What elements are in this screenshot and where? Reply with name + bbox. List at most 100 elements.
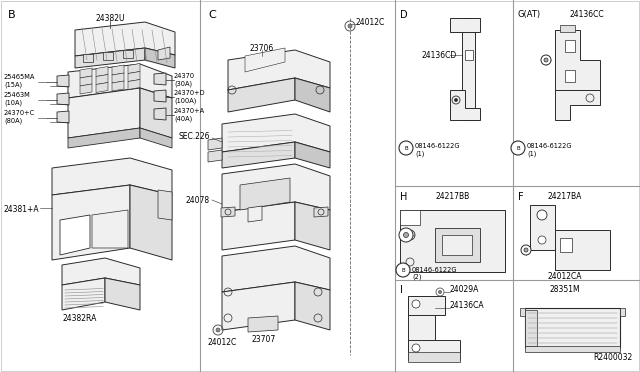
Polygon shape — [62, 278, 105, 310]
Circle shape — [454, 99, 458, 102]
Polygon shape — [112, 65, 124, 75]
Text: 24370+A
(40A): 24370+A (40A) — [174, 108, 205, 122]
Polygon shape — [57, 111, 69, 123]
Text: 25463M
(10A): 25463M (10A) — [4, 92, 31, 106]
Polygon shape — [222, 114, 330, 152]
Polygon shape — [248, 206, 262, 222]
Polygon shape — [560, 25, 575, 32]
Polygon shape — [57, 93, 69, 105]
Text: D: D — [400, 10, 408, 20]
Polygon shape — [555, 230, 610, 270]
Circle shape — [348, 24, 352, 28]
Text: 24382U: 24382U — [95, 14, 125, 23]
Circle shape — [544, 58, 548, 62]
Polygon shape — [408, 340, 460, 360]
Polygon shape — [83, 54, 93, 62]
Text: F: F — [518, 192, 524, 202]
Text: 24370
(30A): 24370 (30A) — [174, 73, 195, 87]
Polygon shape — [140, 88, 172, 138]
Text: H: H — [400, 192, 408, 202]
Polygon shape — [208, 138, 222, 150]
Text: SEC.226: SEC.226 — [179, 131, 210, 141]
Polygon shape — [96, 67, 108, 77]
Polygon shape — [96, 74, 108, 84]
Circle shape — [438, 291, 442, 294]
Polygon shape — [154, 73, 166, 85]
Circle shape — [403, 232, 408, 237]
Text: 24012CA: 24012CA — [548, 272, 582, 281]
Polygon shape — [222, 282, 295, 330]
Polygon shape — [295, 202, 330, 250]
Polygon shape — [222, 202, 295, 250]
Circle shape — [521, 245, 531, 255]
Circle shape — [541, 55, 551, 65]
Bar — [442, 235, 472, 255]
Bar — [465, 50, 473, 60]
Polygon shape — [450, 90, 480, 120]
Polygon shape — [130, 185, 172, 260]
Bar — [560, 238, 572, 252]
Circle shape — [511, 141, 525, 155]
Polygon shape — [435, 228, 480, 262]
Bar — [565, 70, 575, 82]
Polygon shape — [68, 88, 140, 138]
Polygon shape — [145, 48, 175, 68]
Text: 24012C: 24012C — [208, 338, 237, 347]
Polygon shape — [228, 50, 330, 90]
Text: 23706: 23706 — [250, 44, 274, 53]
Polygon shape — [620, 308, 625, 316]
Polygon shape — [128, 71, 140, 81]
Circle shape — [216, 328, 220, 332]
Polygon shape — [462, 18, 475, 120]
Polygon shape — [68, 128, 140, 148]
Text: 25465MA
(15A): 25465MA (15A) — [4, 74, 35, 87]
Text: 24078: 24078 — [186, 196, 210, 205]
Polygon shape — [208, 150, 222, 162]
Text: 24012C: 24012C — [356, 18, 385, 27]
Polygon shape — [75, 22, 175, 56]
Polygon shape — [112, 81, 124, 91]
Polygon shape — [103, 52, 113, 60]
Text: G(AT): G(AT) — [518, 10, 541, 19]
Polygon shape — [158, 47, 170, 60]
Polygon shape — [408, 296, 435, 360]
Polygon shape — [128, 80, 140, 90]
Polygon shape — [128, 64, 140, 74]
Polygon shape — [154, 108, 166, 120]
Polygon shape — [408, 296, 445, 315]
Circle shape — [399, 141, 413, 155]
Bar — [565, 40, 575, 52]
Polygon shape — [400, 210, 420, 225]
Text: B: B — [516, 145, 520, 151]
Text: 23707: 23707 — [252, 335, 276, 344]
Polygon shape — [75, 48, 145, 68]
Text: 24217BB: 24217BB — [435, 192, 469, 201]
Text: 24136CC: 24136CC — [570, 10, 605, 19]
Circle shape — [412, 344, 420, 352]
Text: 24136CD: 24136CD — [422, 51, 457, 60]
Text: 08146-6122G
(2): 08146-6122G (2) — [412, 267, 458, 280]
Text: 08146-6122G
(1): 08146-6122G (1) — [415, 143, 461, 157]
Polygon shape — [248, 316, 278, 332]
Polygon shape — [222, 246, 330, 292]
Polygon shape — [222, 142, 295, 168]
Circle shape — [524, 248, 528, 252]
Text: B: B — [8, 10, 15, 20]
Text: 24370+C
(80A): 24370+C (80A) — [4, 110, 35, 124]
Polygon shape — [52, 158, 172, 195]
Polygon shape — [400, 210, 505, 272]
Polygon shape — [450, 18, 480, 32]
Polygon shape — [228, 78, 295, 112]
Polygon shape — [240, 178, 290, 210]
Polygon shape — [222, 164, 330, 212]
Bar — [525, 346, 620, 352]
Polygon shape — [295, 78, 330, 112]
Polygon shape — [245, 48, 285, 72]
Text: C: C — [208, 10, 216, 20]
Text: B: B — [401, 267, 405, 273]
Circle shape — [399, 228, 413, 242]
Bar — [525, 310, 537, 346]
Polygon shape — [295, 142, 330, 168]
Polygon shape — [530, 205, 555, 250]
Text: R2400032: R2400032 — [593, 353, 632, 362]
